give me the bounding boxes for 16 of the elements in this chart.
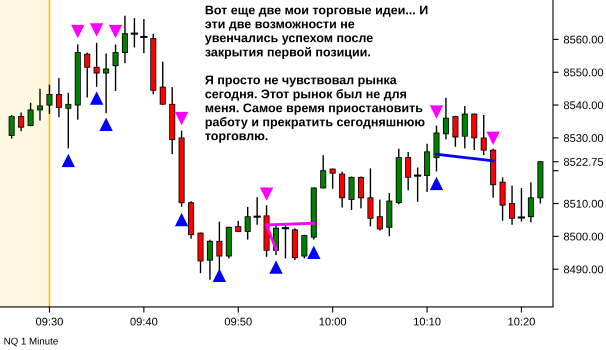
y-tick-label: 8500.00: [564, 232, 604, 241]
text: NQ 1 Minute: [4, 337, 58, 346]
y-tick-label: 8530.00: [564, 134, 604, 142]
y-tick-label: 8540.00: [564, 101, 604, 110]
y-tick-label: 8510.00: [564, 200, 604, 208]
text: Вот еще две мои торговые идеи... И эти две возможности не увенчались успехом после закрытия первой позиции. Я просто не чувствовал рынка сегодня. Этот рынок был не для меня. Самое время приостановить работу и прекратить сегодняшнюю торговлю.: [204, 6, 428, 143]
x-tick-label: 10:00: [320, 318, 346, 326]
y-tick-label: 8522.75: [564, 158, 604, 166]
x-tick-label: 09:30: [36, 318, 63, 326]
x-tick-label: 10:20: [508, 318, 535, 326]
x-tick-label: 09:50: [224, 318, 252, 326]
x-tick-label: 09:40: [130, 318, 158, 326]
x-tick-label: 10:10: [414, 318, 441, 326]
y-tick-label: 8560.00: [564, 36, 604, 44]
y-tick-label: 8550.00: [564, 68, 604, 76]
y-tick-label: 8490.00: [564, 265, 604, 274]
